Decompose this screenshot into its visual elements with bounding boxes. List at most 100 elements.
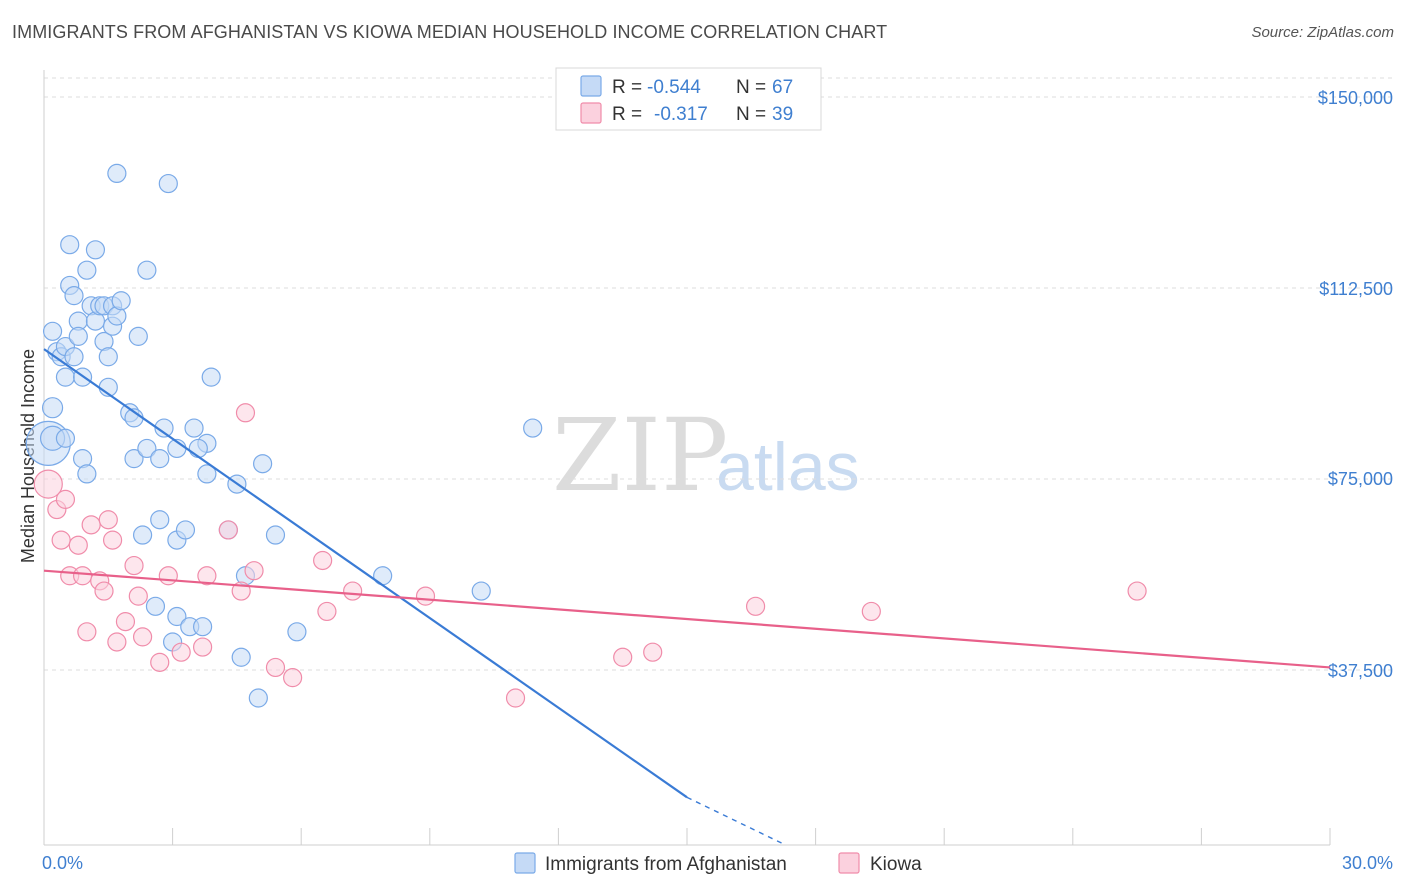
point-kiowa-38 [1127, 581, 1147, 601]
point-kiowa-11 [102, 530, 123, 550]
point-afghanistan-9 [60, 235, 80, 255]
point-afghanistan-37 [154, 418, 174, 438]
point-afghanistan-31 [158, 173, 178, 194]
point-afghanistan-15 [77, 260, 97, 280]
point-afghanistan-52 [175, 520, 196, 540]
point-afghanistan-63 [248, 688, 268, 708]
point-kiowa-33 [505, 688, 526, 708]
point-afghanistan-54 [265, 525, 286, 545]
point-afghanistan-29 [128, 326, 148, 346]
point-kiowa-30 [317, 601, 337, 622]
point-kiowa-14 [115, 612, 136, 632]
point-afghanistan-35 [137, 438, 157, 459]
source-label: Source: ZipAtlas.com [1251, 24, 1394, 41]
point-afghanistan-48 [55, 428, 76, 448]
point-kiowa-25 [244, 561, 264, 581]
series-legend-swatch-afghanistan [514, 852, 536, 874]
legend-r-value-kiowa: -0.317 [654, 104, 708, 125]
point-kiowa-16 [128, 586, 148, 606]
point-afghanistan-57 [167, 606, 187, 627]
point-kiowa-23 [218, 520, 238, 540]
series-legend: Immigrants from Afghanistan Kiowa [514, 852, 922, 875]
point-kiowa-15 [124, 555, 144, 576]
legend-swatch-kiowa [580, 102, 602, 124]
point-kiowa-22 [197, 566, 217, 586]
point-afghanistan-2 [41, 397, 64, 419]
trend-lines [43, 348, 1331, 846]
series-legend-swatch-kiowa [838, 852, 860, 874]
point-afghanistan-7 [55, 367, 76, 387]
point-afghanistan-42 [197, 464, 217, 484]
point-afghanistan-13 [68, 326, 88, 346]
point-kiowa-19 [158, 566, 178, 586]
point-afghanistan-17 [85, 240, 106, 260]
point-afghanistan-62 [231, 647, 251, 667]
legend-r-label-afghanistan: R = [612, 77, 642, 98]
point-kiowa-26 [235, 403, 256, 423]
legend-n-value-kiowa: 39 [772, 104, 793, 125]
point-afghanistan-47 [77, 464, 97, 484]
point-kiowa-37 [861, 601, 881, 622]
legend-n-label-kiowa: N = [736, 104, 766, 125]
x-tick-label-30: 30.0% [1342, 853, 1393, 873]
point-afghanistan-41 [188, 438, 208, 459]
point-kiowa-10 [98, 510, 118, 530]
point-kiowa-32 [415, 586, 436, 606]
point-kiowa-12 [77, 622, 97, 642]
point-afghanistan-27 [111, 291, 131, 311]
watermark-atlas: atlas [716, 429, 860, 505]
watermark-zip: ZIP [552, 397, 728, 514]
point-afghanistan-22 [98, 347, 118, 367]
correlation-legend: R = -0.544 N = 67 R = -0.317 N = 39 [555, 67, 822, 131]
series-legend-label-afghanistan: Immigrants from Afghanistan [545, 854, 787, 875]
legend-swatch-afghanistan [580, 75, 602, 97]
y-tick-label-112500: $112,500 [1319, 279, 1393, 299]
y-axis-label: Median Household Income [18, 349, 38, 563]
point-afghanistan-50 [150, 510, 170, 530]
point-kiowa-28 [283, 668, 303, 688]
legend-n-value-afghanistan: 67 [772, 77, 793, 98]
point-afghanistan-11 [64, 347, 84, 367]
point-kiowa-9 [94, 581, 114, 601]
point-afghanistan-34 [124, 449, 144, 469]
point-afghanistan-49 [132, 525, 153, 545]
y-tick-label-75000: $75,000 [1328, 469, 1393, 489]
point-afghanistan-60 [287, 622, 307, 642]
series-legend-label-kiowa: Kiowa [870, 854, 922, 875]
point-afghanistan-39 [184, 418, 204, 438]
point-afghanistan-30 [137, 260, 157, 280]
point-kiowa-7 [81, 515, 101, 535]
point-afghanistan-45 [253, 454, 273, 474]
point-kiowa-31 [343, 581, 363, 601]
point-afghanistan-43 [201, 367, 221, 387]
point-afghanistan-36 [150, 449, 170, 469]
point-kiowa-35 [643, 642, 663, 662]
point-afghanistan-65 [471, 581, 491, 601]
trend-line-kiowa [43, 569, 1331, 669]
point-kiowa-17 [132, 627, 153, 647]
x-tick-label-0: 0.0% [42, 853, 83, 873]
y-tick-label-37500: $37,500 [1328, 661, 1393, 681]
point-kiowa-20 [171, 642, 191, 662]
point-kiowa-13 [107, 632, 127, 652]
point-kiowa-5 [68, 535, 88, 555]
point-afghanistan-28 [107, 163, 127, 183]
point-afghanistan-3 [42, 321, 63, 341]
point-kiowa-2 [55, 489, 76, 509]
trend-line-afghanistan [43, 348, 688, 799]
point-kiowa-18 [150, 652, 170, 672]
chart-title: IMMIGRANTS FROM AFGHANISTAN VS KIOWA MED… [12, 22, 888, 42]
point-kiowa-3 [51, 530, 71, 550]
point-kiowa-36 [745, 596, 766, 616]
point-afghanistan-66 [523, 418, 543, 438]
point-kiowa-34 [613, 647, 633, 667]
point-kiowa-29 [313, 550, 333, 571]
x-ticks [43, 828, 1331, 845]
y-tick-label-150000: $150,000 [1318, 88, 1393, 108]
point-kiowa-0 [33, 469, 63, 499]
point-afghanistan-59 [193, 617, 213, 637]
point-afghanistan-56 [145, 596, 166, 616]
point-kiowa-27 [265, 657, 286, 678]
point-kiowa-21 [193, 637, 213, 657]
